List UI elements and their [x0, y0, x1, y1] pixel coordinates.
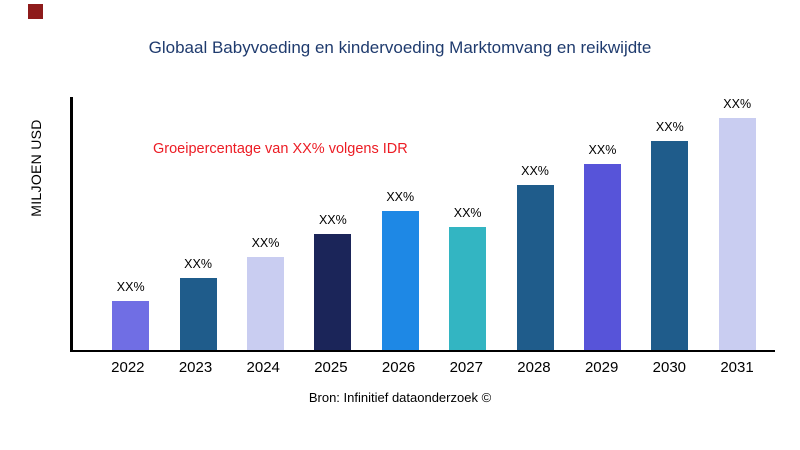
bar-value-label-2031: XX%	[723, 97, 752, 111]
bar-value-label-2024: XX%	[251, 236, 280, 250]
x-tick-2026: 2026	[381, 359, 416, 376]
bar-2030	[651, 141, 689, 350]
bar-group-2023: XX%	[177, 257, 219, 350]
bar-group-2027: XX%	[447, 206, 489, 350]
bar-group-2028: XX%	[514, 164, 556, 350]
bar-2024	[246, 257, 284, 350]
x-tick-2029: 2029	[584, 359, 619, 376]
x-tick-2022: 2022	[111, 359, 145, 376]
bar-value-label-2022: XX%	[116, 280, 145, 294]
bar-value-label-2025: XX%	[318, 213, 347, 227]
bar-group-2030: XX%	[649, 120, 691, 350]
bar-group-2026: XX%	[379, 190, 421, 350]
chart-title: Globaal Babyvoeding en kindervoeding Mar…	[148, 38, 652, 57]
x-tick-2023: 2023	[178, 359, 213, 376]
bar-value-label-2026: XX%	[386, 190, 415, 204]
bar-group-2022: XX%	[110, 280, 152, 350]
bar-value-label-2030: XX%	[655, 120, 684, 134]
bar-group-2031: XX%	[716, 97, 758, 350]
bar-value-label-2028: XX%	[521, 164, 549, 178]
growth-annotation: Groeipercentage van XX% volgens IDR	[153, 141, 408, 157]
bar-2027	[449, 227, 487, 350]
source-caption: Bron: Infinitief dataonderzoek ©	[308, 390, 492, 405]
bar-2025	[314, 234, 352, 350]
x-tick-2024: 2024	[246, 359, 280, 376]
bar-2029	[583, 164, 621, 350]
x-tick-2028: 2028	[517, 359, 551, 376]
bar-value-label-2023: XX%	[184, 257, 212, 271]
bar-value-label-2027: XX%	[453, 206, 482, 220]
bar-group-2025: XX%	[312, 213, 354, 350]
bar-2022	[112, 301, 150, 350]
x-tick-2030: 2030	[652, 359, 687, 376]
bar-group-2029: XX%	[581, 143, 623, 350]
y-axis-label: MILJOEN USD	[28, 119, 44, 217]
bars: XX% XX% XX% XX% XX% XX% XX% XX% XX% XX%	[73, 97, 775, 350]
bar-2023	[179, 278, 217, 350]
bar-2026	[381, 211, 419, 350]
x-tick-2031: 2031	[720, 359, 754, 376]
bar-2031	[718, 118, 756, 350]
x-tick-2025: 2025	[314, 359, 348, 376]
bar-value-label-2029: XX%	[588, 143, 617, 157]
logo-mark	[28, 4, 43, 19]
x-tick-2027: 2027	[449, 359, 483, 376]
x-axis-labels: 2022 2023 2024 2025 2026 2027 2028 2029 2030 2031	[70, 359, 775, 376]
bar-group-2024: XX%	[244, 236, 286, 350]
bar-2028	[516, 185, 554, 350]
plot-area: Groeipercentage van XX% volgens IDR XX% X…	[70, 97, 775, 352]
